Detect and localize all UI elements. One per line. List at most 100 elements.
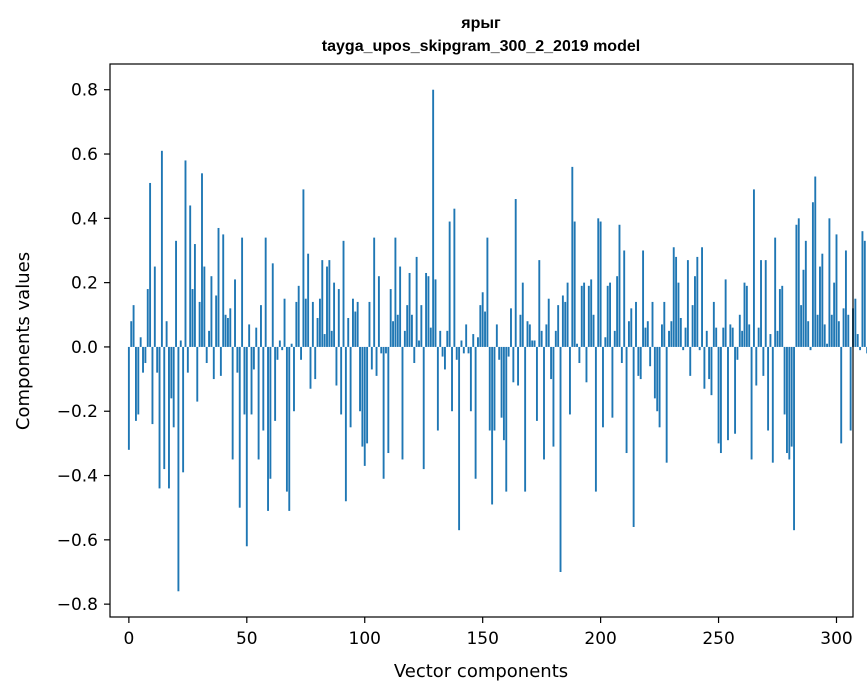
bar: [769, 334, 772, 347]
bar: [844, 250, 847, 347]
bar: [776, 330, 779, 347]
bar: [304, 298, 307, 347]
bar: [694, 276, 696, 347]
bar: [731, 327, 734, 347]
bar: [142, 346, 144, 373]
bar: [281, 346, 284, 351]
bar: [604, 337, 607, 347]
bar: [158, 346, 161, 489]
bar: [318, 298, 321, 347]
bar: [203, 266, 206, 347]
bar: [814, 176, 817, 347]
y-tick-label: 0.8: [71, 81, 98, 101]
bar: [283, 298, 286, 347]
bar: [566, 282, 569, 347]
bar: [238, 346, 241, 508]
bar: [493, 346, 496, 431]
bar: [267, 346, 269, 511]
bars-group: [127, 89, 867, 592]
bar: [328, 260, 331, 347]
bar: [656, 346, 659, 412]
bar: [224, 314, 227, 347]
bar: [477, 337, 479, 347]
bar: [578, 346, 581, 364]
bar: [210, 276, 213, 347]
bar: [137, 346, 140, 415]
x-tick-label: 50: [236, 629, 258, 649]
bar: [165, 321, 168, 347]
bar: [413, 346, 416, 364]
bar: [486, 237, 489, 347]
bar: [545, 324, 548, 347]
y-axis-ticks: −0.8 −0.6 −0.4 −0.2 0.0 0.2 0.4 0.6 0.8: [57, 81, 110, 615]
bar: [189, 205, 192, 347]
y-tick-label: 0.6: [71, 145, 98, 165]
bar: [637, 346, 640, 376]
bar: [745, 285, 748, 347]
bar: [543, 346, 545, 460]
bar: [517, 346, 520, 386]
bar: [191, 289, 194, 347]
bar: [130, 321, 133, 347]
bar: [790, 346, 793, 447]
bar: [757, 327, 760, 347]
bar: [307, 253, 310, 347]
bar: [569, 346, 571, 415]
y-axis-label: Components values: [13, 252, 34, 430]
x-tick-label: 0: [123, 629, 134, 649]
bar: [410, 314, 413, 347]
bar: [231, 346, 234, 460]
bar: [750, 346, 753, 460]
bar: [538, 260, 541, 347]
bar: [184, 160, 187, 347]
bar: [689, 346, 692, 376]
bar: [500, 346, 503, 418]
bar: [597, 218, 600, 347]
bar: [670, 321, 673, 347]
bar: [455, 346, 458, 360]
bar: [830, 314, 833, 347]
bar: [491, 346, 494, 505]
bar: [288, 346, 291, 511]
bar: [616, 276, 619, 347]
bar: [627, 321, 630, 347]
bar: [403, 330, 406, 347]
bar: [639, 346, 642, 380]
bar: [467, 346, 470, 354]
bar: [444, 346, 446, 370]
bar: [847, 314, 850, 347]
bar: [708, 346, 711, 380]
bar: [370, 346, 373, 370]
bar: [462, 346, 465, 354]
bar: [460, 340, 463, 347]
bar: [786, 346, 788, 454]
bar: [250, 346, 253, 415]
bar: [436, 346, 439, 431]
bar: [734, 346, 737, 434]
bar: [347, 317, 350, 347]
bar: [526, 321, 529, 347]
bar: [599, 221, 602, 347]
bar: [498, 346, 501, 360]
bar: [380, 346, 383, 354]
bar: [151, 346, 154, 425]
bar: [260, 305, 262, 347]
bar: [427, 276, 430, 347]
bar: [623, 250, 626, 347]
bar: [823, 324, 826, 347]
y-tick-label: 0.0: [71, 338, 98, 358]
bar: [326, 266, 328, 347]
bar: [453, 208, 456, 347]
x-axis-ticks: 0 50 100 150 200 250 300: [123, 617, 853, 649]
bar: [710, 346, 713, 396]
bar: [762, 346, 765, 376]
bar: [635, 301, 637, 347]
bar: [821, 253, 824, 347]
bar: [163, 346, 166, 470]
bar: [795, 224, 798, 347]
y-tick-label: −0.2: [57, 402, 98, 422]
bar: [160, 150, 163, 347]
bar: [139, 337, 142, 347]
bar: [540, 330, 543, 347]
bar: [153, 266, 156, 347]
